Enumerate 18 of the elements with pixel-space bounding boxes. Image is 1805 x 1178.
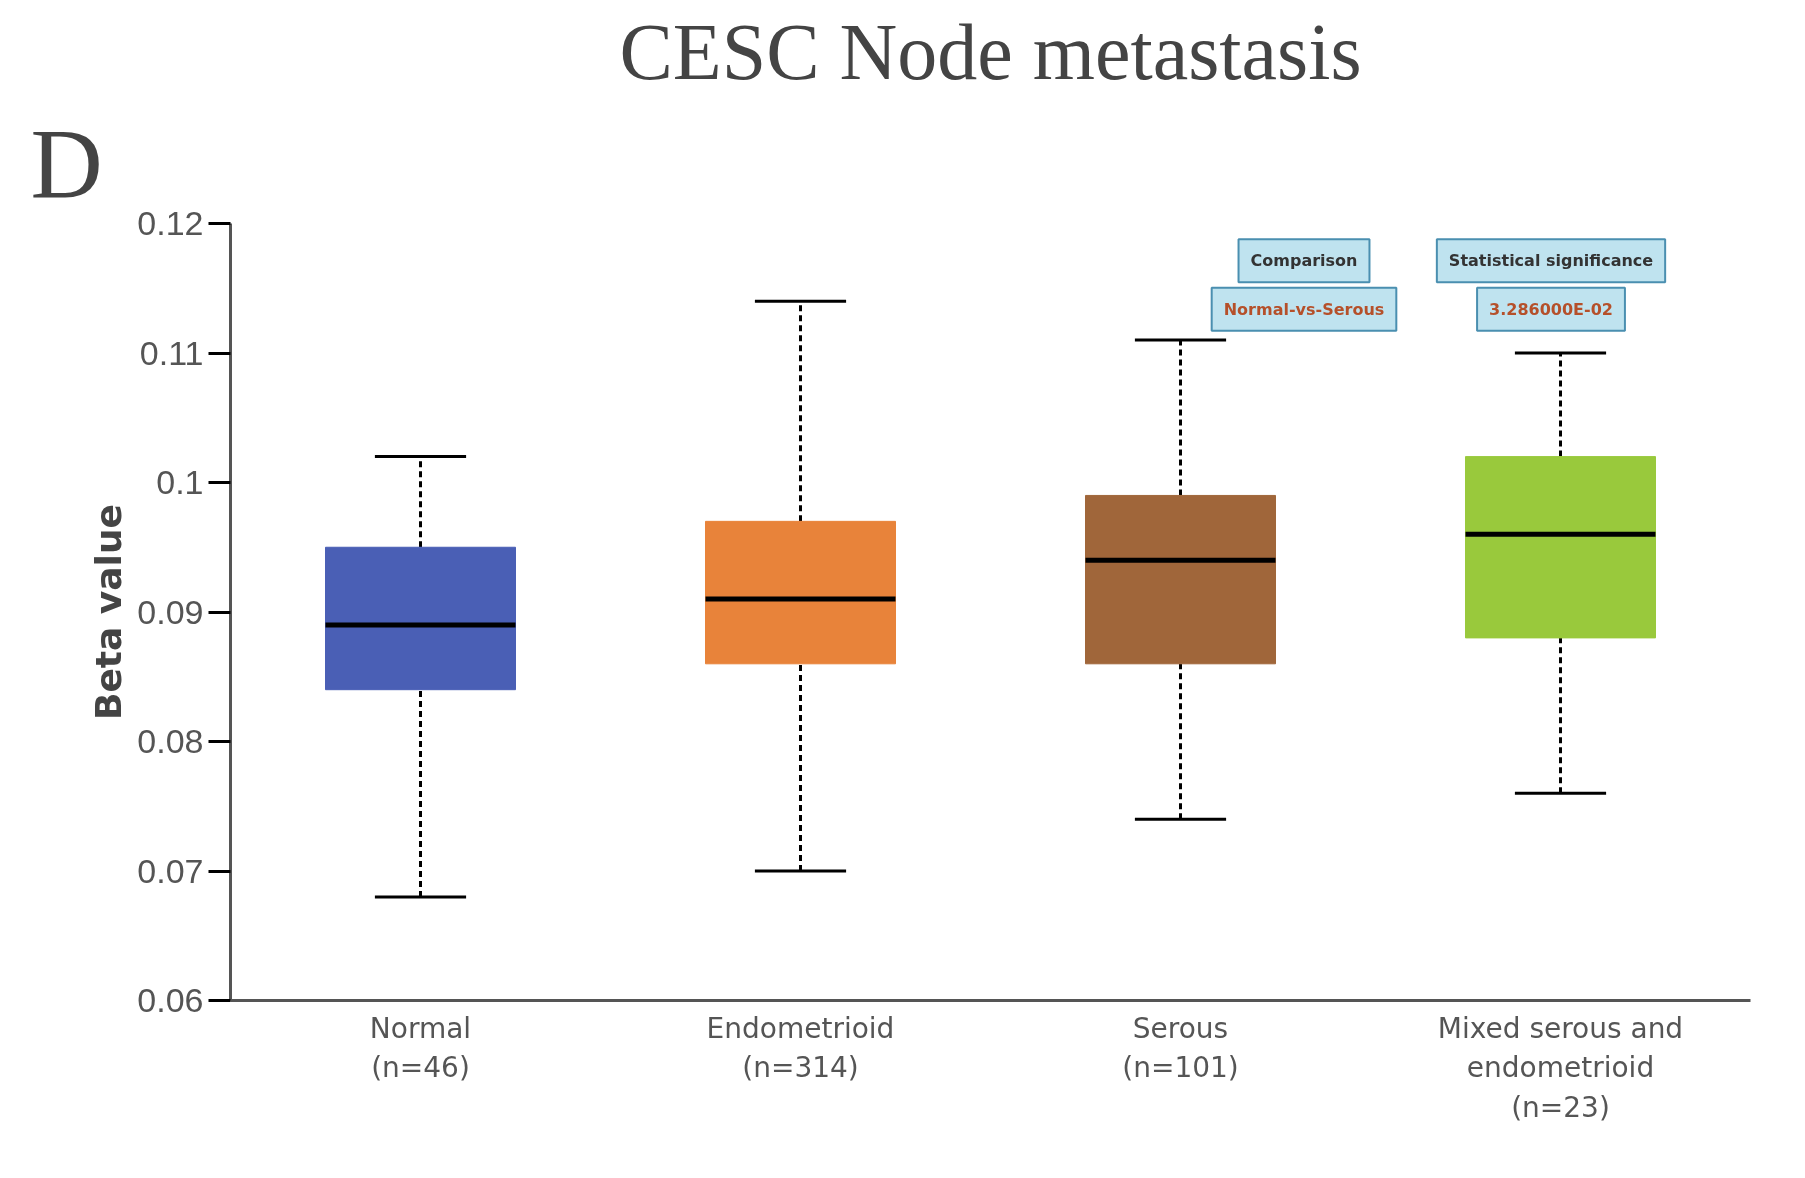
x-tick-label: Normal (n=46)	[369, 1011, 472, 1085]
x-tick-label: Mixed serous and endometrioid (n=23)	[1437, 1011, 1684, 1124]
y-tick-label: 0.1	[156, 463, 204, 501]
annotation: Normal-vs-Serous	[1223, 299, 1385, 319]
x-tick-label: Endometrioid (n=314)	[706, 1011, 895, 1085]
y-tick-label: 0.07	[137, 851, 204, 890]
y-axis-title: Beta value	[88, 503, 130, 721]
annotation: 3.286000E-02	[1489, 299, 1613, 319]
y-tick-label: 0.12	[137, 204, 204, 242]
annotation: Statistical significance	[1448, 251, 1654, 271]
y-tick-label: 0.09	[137, 592, 204, 631]
y-tick-label: 0.06	[137, 981, 204, 1019]
text: D	[30, 107, 103, 219]
annotation: Comparison	[1250, 251, 1358, 271]
x-tick-label: Serous (n=101)	[1122, 1011, 1239, 1085]
chart-title: CESC Node metastasis	[619, 7, 1362, 96]
y-tick-label: 0.08	[137, 722, 204, 760]
y-tick-label: 0.11	[139, 333, 204, 372]
